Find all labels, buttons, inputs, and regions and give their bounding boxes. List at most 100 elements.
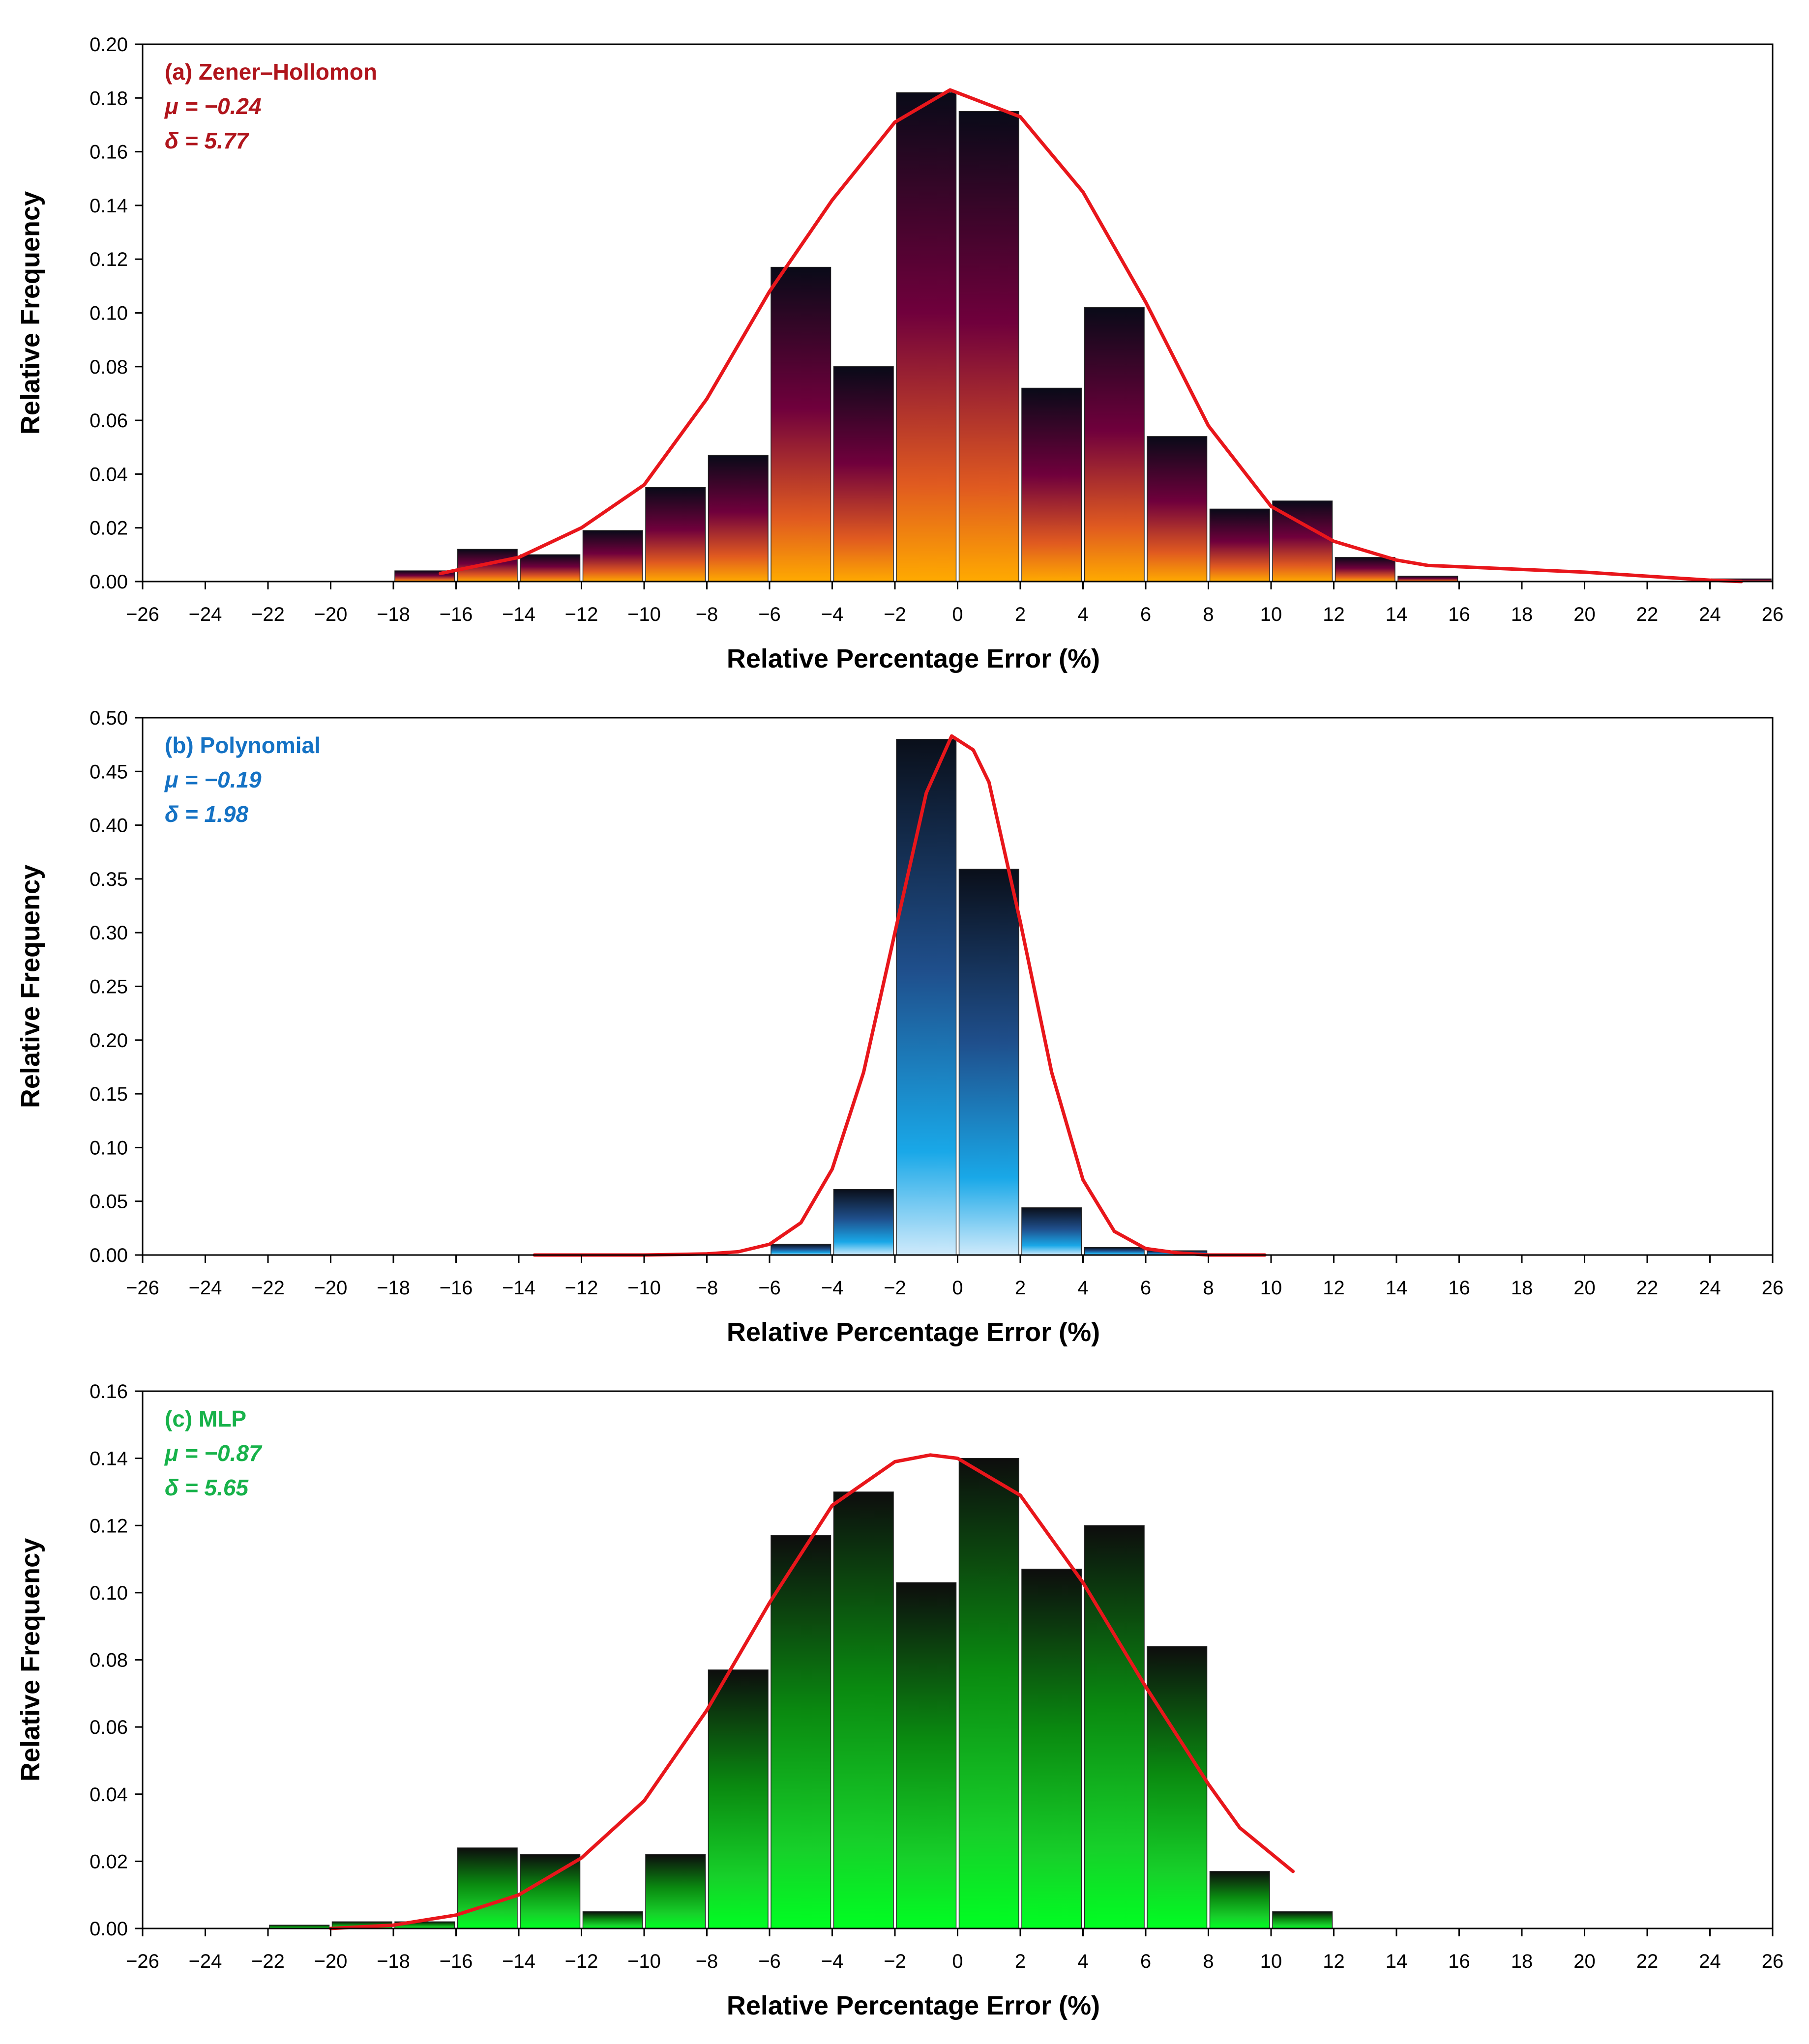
y-tick-label: 0.14 <box>89 195 128 217</box>
histogram-bar <box>958 111 1019 582</box>
x-tick-label: −20 <box>314 1951 348 1972</box>
x-tick-label: 24 <box>1699 1277 1721 1299</box>
std-label: δ = 5.65 <box>165 1475 249 1500</box>
x-tick-label: 14 <box>1386 1951 1408 1972</box>
histogram-bar <box>1209 508 1270 582</box>
histogram-bar <box>1272 1911 1333 1929</box>
y-tick-label: 0.00 <box>89 1918 128 1940</box>
x-tick-label: 18 <box>1511 1277 1533 1299</box>
y-tick-label: 0.35 <box>89 869 128 890</box>
x-tick-label: −26 <box>126 1951 159 1972</box>
x-tick-label: 26 <box>1762 604 1784 625</box>
y-tick-label: 0.08 <box>89 356 128 378</box>
x-tick-label: −14 <box>502 1951 535 1972</box>
x-tick-label: −4 <box>821 1277 844 1299</box>
histogram-bar <box>520 1854 581 1929</box>
x-tick-label: −8 <box>696 604 718 625</box>
x-tick-label: 2 <box>1015 1277 1026 1299</box>
x-axis-title: Relative Percentage Error (%) <box>727 644 1100 673</box>
x-tick-label: 20 <box>1573 1277 1596 1299</box>
x-tick-label: −26 <box>126 1277 159 1299</box>
x-tick-label: −10 <box>627 1277 661 1299</box>
histogram-bar <box>1272 500 1333 582</box>
histogram-bar <box>708 455 769 582</box>
x-tick-label: −18 <box>377 1951 410 1972</box>
y-tick-label: 0.16 <box>89 142 128 163</box>
x-tick-label: −10 <box>627 1951 661 1972</box>
x-tick-label: 10 <box>1260 604 1282 625</box>
x-tick-label: 0 <box>952 604 963 625</box>
x-tick-label: 22 <box>1636 1951 1659 1972</box>
y-tick-label: 0.40 <box>89 815 128 837</box>
y-tick-label: 0.25 <box>89 976 128 998</box>
x-axis-title: Relative Percentage Error (%) <box>727 1991 1100 2020</box>
x-tick-label: 22 <box>1636 1277 1659 1299</box>
x-tick-label: −6 <box>758 1951 781 1972</box>
y-tick-label: 0.10 <box>89 1582 128 1604</box>
y-axis-title: Relative Frequency <box>16 191 45 435</box>
normal-fit-curve <box>439 88 1743 584</box>
histogram-bar <box>896 1582 957 1929</box>
x-tick-label: −24 <box>189 1277 222 1299</box>
x-tick-label: −18 <box>377 604 410 625</box>
histogram-bar <box>1209 1871 1270 1929</box>
y-tick-label: 0.02 <box>89 518 128 539</box>
mean-label: μ = −0.24 <box>164 93 262 119</box>
x-tick-label: −26 <box>126 604 159 625</box>
histogram-bar <box>520 554 581 582</box>
x-tick-label: 6 <box>1140 1951 1151 1972</box>
x-tick-label: 18 <box>1511 1951 1533 1972</box>
y-tick-label: 0.14 <box>89 1448 128 1470</box>
histogram-bar <box>1335 557 1395 582</box>
x-tick-label: 8 <box>1203 1277 1214 1299</box>
y-tick-label: 0.16 <box>89 1381 128 1402</box>
histogram-bar <box>771 1535 831 1929</box>
x-tick-label: −16 <box>440 1277 473 1299</box>
y-tick-label: 0.12 <box>89 249 128 270</box>
panel-label: (b) Polynomial <box>165 732 321 758</box>
x-tick-label: 12 <box>1323 1951 1345 1972</box>
histogram-bar <box>771 266 831 582</box>
histogram-bar <box>582 1911 643 1929</box>
x-tick-label: 8 <box>1203 1951 1214 1972</box>
histogram-bar <box>708 1669 769 1929</box>
x-tick-label: 2 <box>1015 604 1026 625</box>
plot-area <box>142 717 1774 1256</box>
histogram-bar <box>1147 1646 1208 1929</box>
y-tick-label: 0.04 <box>89 464 128 485</box>
plot-area <box>142 43 1774 583</box>
histogram-bar <box>1021 1207 1082 1256</box>
x-tick-label: −8 <box>696 1951 718 1972</box>
x-tick-label: −2 <box>884 604 906 625</box>
x-tick-label: 16 <box>1448 1951 1470 1972</box>
x-tick-label: 4 <box>1077 1951 1088 1972</box>
y-tick-label: 0.08 <box>89 1650 128 1671</box>
y-tick-label: 0.10 <box>89 1137 128 1159</box>
histogram-bar <box>771 1244 831 1256</box>
x-tick-label: −18 <box>377 1277 410 1299</box>
y-tick-label: 0.30 <box>89 922 128 944</box>
x-tick-label: 4 <box>1077 1277 1088 1299</box>
x-tick-label: −22 <box>251 604 285 625</box>
x-tick-label: 6 <box>1140 604 1151 625</box>
y-axis-title: Relative Frequency <box>16 1538 45 1781</box>
x-tick-label: 16 <box>1448 1277 1470 1299</box>
x-tick-label: −2 <box>884 1277 906 1299</box>
x-tick-label: 16 <box>1448 604 1470 625</box>
x-tick-label: 0 <box>952 1277 963 1299</box>
x-tick-label: −8 <box>696 1277 718 1299</box>
x-tick-label: −22 <box>251 1951 285 1972</box>
y-tick-label: 0.10 <box>89 303 128 324</box>
y-tick-label: 0.50 <box>89 707 128 729</box>
x-tick-label: −12 <box>565 604 598 625</box>
histogram-bar <box>457 1847 518 1929</box>
x-tick-label: 14 <box>1386 604 1408 625</box>
y-tick-label: 0.18 <box>89 88 128 109</box>
histogram-bar <box>1084 1247 1145 1256</box>
x-tick-label: −4 <box>821 604 844 625</box>
std-label: δ = 1.98 <box>165 801 248 827</box>
y-tick-label: 0.02 <box>89 1851 128 1872</box>
histogram-bar <box>645 1854 706 1929</box>
x-tick-label: 0 <box>952 1951 963 1972</box>
histogram-bar <box>896 738 957 1256</box>
